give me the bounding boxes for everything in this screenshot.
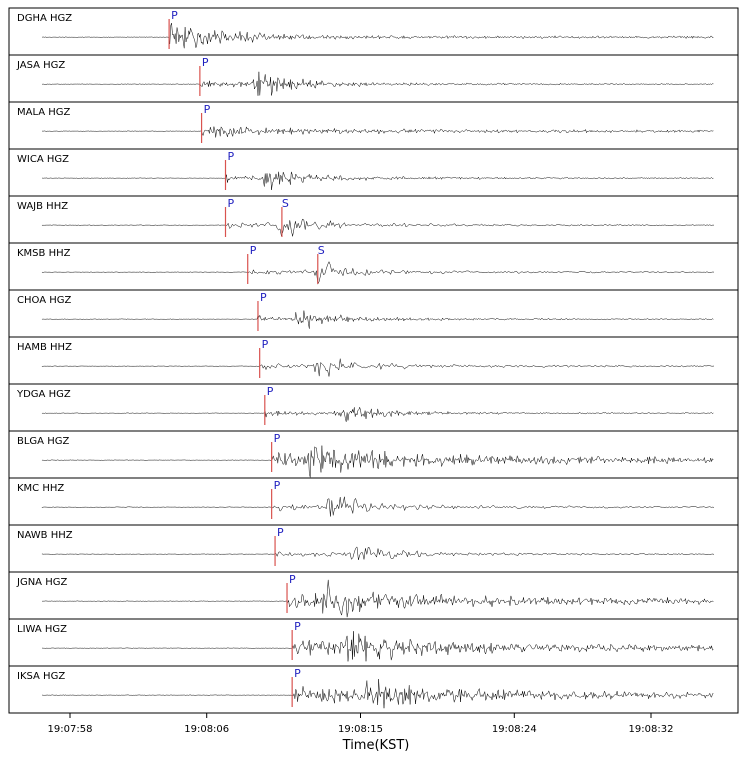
waveform-trace xyxy=(41,358,715,377)
x-tick-label: 19:08:32 xyxy=(629,724,674,735)
waveform-trace xyxy=(42,679,714,709)
station-panel-frame xyxy=(8,665,739,714)
station-panel: BLGA HGZ P xyxy=(8,430,739,479)
station-panel: IKSA HGZ P xyxy=(8,665,739,714)
waveform-trace xyxy=(42,631,714,662)
station-panel-frame xyxy=(8,524,739,573)
waveform-trace xyxy=(41,406,714,422)
station-panel-frame xyxy=(8,618,739,667)
station-panel: DGHA HGZ P xyxy=(8,7,739,56)
x-tick-label: 19:08:06 xyxy=(184,724,229,735)
station-name-label: KMC HHZ xyxy=(17,483,64,494)
p-phase-label: P xyxy=(267,385,274,398)
station-panel-frame xyxy=(8,477,739,526)
station-panel: WAJB HHZ P S xyxy=(8,195,739,244)
p-phase-label: P xyxy=(228,197,235,210)
station-panel: CHOA HGZ P xyxy=(8,289,739,338)
station-name-label: WAJB HHZ xyxy=(17,201,68,212)
p-phase-label: P xyxy=(262,338,269,351)
station-name-label: DGHA HGZ xyxy=(17,13,72,24)
station-panel: NAWB HHZ P xyxy=(8,524,739,573)
station-panel: KMC HHZ P xyxy=(8,477,739,526)
time-axis: Time(KST) 19:07:58 19:08:06 19:08:15 19:08:… xyxy=(48,713,674,753)
station-name-label: WICA HGZ xyxy=(17,154,69,165)
station-name-label: MALA HGZ xyxy=(17,107,71,118)
station-panel: HAMB HHZ P xyxy=(8,336,739,385)
station-panel-frame xyxy=(8,242,739,291)
station-panel-frame xyxy=(8,7,739,56)
p-phase-label: P xyxy=(260,291,267,304)
p-phase-label: P xyxy=(294,667,301,680)
station-name-label: KMSB HHZ xyxy=(17,248,71,259)
s-phase-label: S xyxy=(318,244,325,257)
waveform-trace xyxy=(41,261,715,285)
x-axis-label: Time(KST) xyxy=(342,738,410,753)
station-panel-frame xyxy=(8,383,739,432)
station-panel-frame xyxy=(8,289,739,338)
station-panel-frame xyxy=(8,148,739,197)
waveform-trace xyxy=(42,126,714,138)
waveform-trace xyxy=(41,71,714,96)
waveform-trace xyxy=(41,218,714,237)
station-name-label: LIWA HGZ xyxy=(17,624,67,635)
station-panel: JGNA HGZ P xyxy=(8,571,739,620)
p-phase-label: P xyxy=(274,479,281,492)
p-phase-label: P xyxy=(289,573,296,586)
p-phase-label: P xyxy=(204,103,211,116)
station-panel-frame xyxy=(8,54,739,103)
waveform-trace xyxy=(41,496,715,517)
station-panel: MALA HGZ P xyxy=(8,101,739,150)
station-panel-frame xyxy=(8,336,739,385)
p-phase-label: P xyxy=(171,9,178,22)
s-phase-label: S xyxy=(282,197,289,210)
waveform-trace xyxy=(41,546,715,560)
station-name-label: JASA HGZ xyxy=(16,60,65,71)
p-phase-label: P xyxy=(202,56,209,69)
waveform-trace xyxy=(41,310,714,329)
station-panel: LIWA HGZ P xyxy=(8,618,739,667)
station-panel: KMSB HHZ P S xyxy=(8,242,739,291)
station-name-label: NAWB HHZ xyxy=(17,530,73,541)
station-name-label: CHOA HGZ xyxy=(17,295,71,306)
station-name-label: YDGA HGZ xyxy=(16,389,71,400)
x-tick-label: 19:08:15 xyxy=(338,724,383,735)
station-panel: YDGA HGZ P xyxy=(8,383,739,432)
p-phase-label: P xyxy=(294,620,301,633)
p-phase-label: P xyxy=(228,150,235,163)
p-phase-label: P xyxy=(250,244,257,257)
waveform-trace xyxy=(41,579,714,618)
station-panel-frame xyxy=(8,101,739,150)
station-name-label: IKSA HGZ xyxy=(17,671,65,682)
p-phase-label: P xyxy=(274,432,281,445)
p-phase-label: P xyxy=(277,526,284,539)
station-name-label: BLGA HGZ xyxy=(17,436,69,447)
station-panel: WICA HGZ P xyxy=(8,148,739,197)
waveform-trace xyxy=(42,171,714,190)
station-panel-frame xyxy=(8,195,739,244)
station-panel-frame xyxy=(8,430,739,479)
x-tick-label: 19:08:24 xyxy=(492,724,537,735)
station-panel: JASA HGZ P xyxy=(8,54,739,103)
x-tick-label: 19:07:58 xyxy=(48,724,93,735)
waveform-trace xyxy=(41,445,714,478)
station-name-label: HAMB HHZ xyxy=(17,342,72,353)
waveform-trace xyxy=(42,23,714,49)
station-name-label: JGNA HGZ xyxy=(16,577,67,588)
